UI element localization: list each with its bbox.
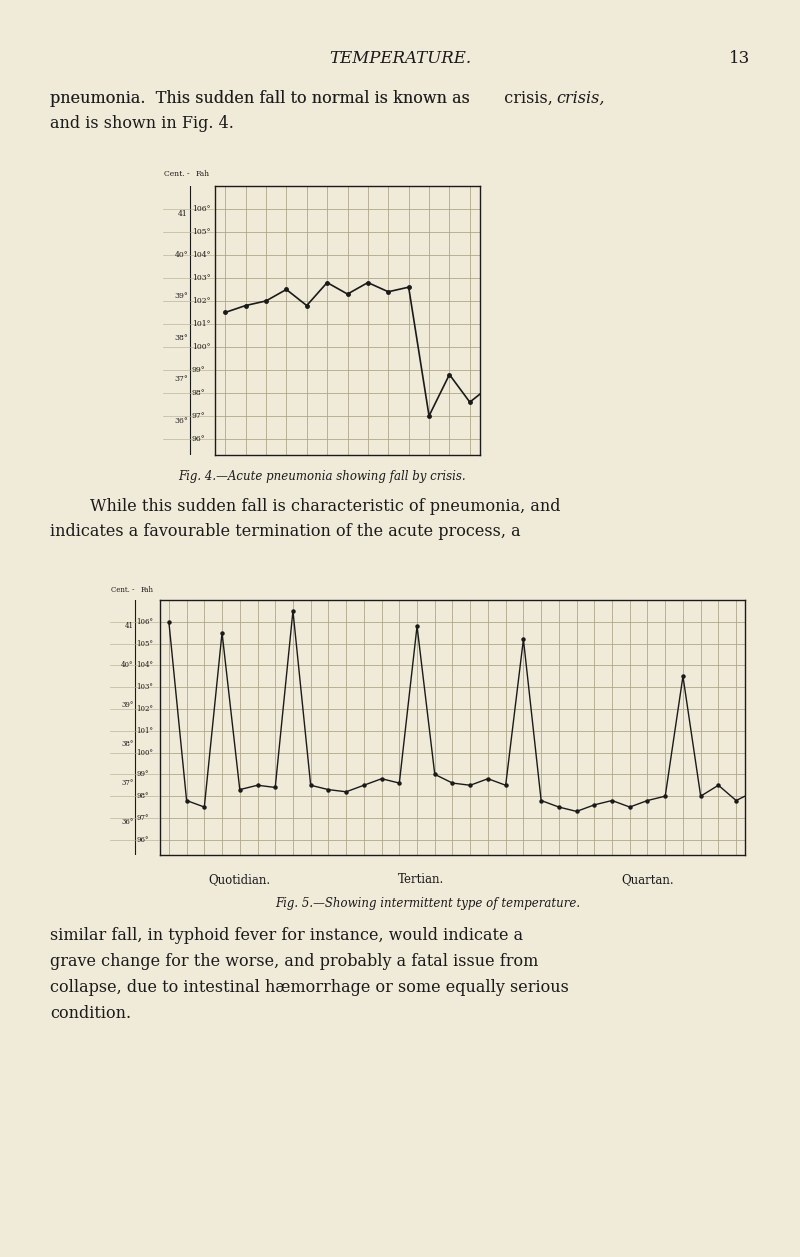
- Text: While this sudden fall is characteristic of pneumonia, and: While this sudden fall is characteristic…: [90, 498, 561, 515]
- Text: 101°: 101°: [137, 727, 154, 735]
- Text: 102°: 102°: [192, 297, 210, 305]
- Text: 13: 13: [730, 50, 750, 67]
- Text: 97°: 97°: [137, 815, 149, 822]
- Text: 100°: 100°: [137, 749, 154, 757]
- Text: 40°: 40°: [174, 251, 188, 259]
- Text: 104°: 104°: [137, 661, 154, 670]
- Text: 100°: 100°: [192, 343, 210, 351]
- Text: Quartan.: Quartan.: [621, 874, 674, 886]
- Text: 104°: 104°: [192, 251, 210, 259]
- Text: grave change for the worse, and probably a fatal issue from: grave change for the worse, and probably…: [50, 953, 538, 970]
- Text: 101°: 101°: [192, 321, 210, 328]
- Text: Cent. -: Cent. -: [164, 170, 190, 178]
- Text: 41: 41: [178, 210, 188, 217]
- Text: 36°: 36°: [121, 818, 134, 826]
- Text: pneumonia.  This sudden fall to normal is known as: pneumonia. This sudden fall to normal is…: [50, 91, 475, 107]
- Text: 106°: 106°: [192, 205, 210, 212]
- Text: Fig. 4.—Acute pneumonia showing fall by crisis.: Fig. 4.—Acute pneumonia showing fall by …: [178, 470, 466, 483]
- Text: Fah: Fah: [141, 586, 154, 595]
- Text: 41: 41: [125, 622, 134, 630]
- Text: 36°: 36°: [174, 416, 188, 425]
- Text: 37°: 37°: [174, 375, 188, 383]
- Text: 96°: 96°: [137, 836, 149, 843]
- Text: collapse, due to intestinal hæmorrhage or some equally serious: collapse, due to intestinal hæmorrhage o…: [50, 979, 569, 996]
- Text: 98°: 98°: [192, 388, 206, 397]
- Text: 40°: 40°: [121, 661, 134, 670]
- Text: 38°: 38°: [121, 740, 134, 748]
- Text: 39°: 39°: [174, 293, 188, 300]
- Text: indicates a favourable termination of the acute process, a: indicates a favourable termination of th…: [50, 523, 521, 541]
- Text: 103°: 103°: [192, 274, 210, 282]
- Text: 105°: 105°: [192, 228, 210, 236]
- Text: pneumonia.  This sudden fall to normal is known as: pneumonia. This sudden fall to normal is…: [50, 91, 475, 107]
- Text: 39°: 39°: [121, 700, 134, 709]
- Text: 102°: 102°: [137, 705, 154, 713]
- Text: similar fall, in typhoid fever for instance, would indicate a: similar fall, in typhoid fever for insta…: [50, 926, 523, 944]
- Text: crisis,: crisis,: [556, 91, 605, 107]
- Text: Tertian.: Tertian.: [398, 874, 445, 886]
- Text: Quotidian.: Quotidian.: [209, 874, 271, 886]
- Text: Fig. 5.—Showing intermittent type of temperature.: Fig. 5.—Showing intermittent type of tem…: [275, 897, 580, 910]
- Text: 38°: 38°: [174, 334, 188, 342]
- Text: Fah: Fah: [195, 170, 210, 178]
- Text: and is shown in Fig. 4.: and is shown in Fig. 4.: [50, 114, 234, 132]
- Text: 103°: 103°: [137, 683, 154, 691]
- Text: pneumonia.  This sudden fall to normal is known as          crisis,: pneumonia. This sudden fall to normal is…: [50, 91, 553, 107]
- Text: 96°: 96°: [192, 435, 206, 442]
- Text: 106°: 106°: [137, 617, 154, 626]
- Text: Cent. -: Cent. -: [110, 586, 134, 595]
- Text: condition.: condition.: [50, 1006, 131, 1022]
- Text: 37°: 37°: [121, 779, 134, 787]
- Text: TEMPERATURE.: TEMPERATURE.: [329, 50, 471, 67]
- Text: 99°: 99°: [192, 366, 206, 373]
- Text: 98°: 98°: [137, 792, 149, 801]
- Text: 105°: 105°: [137, 640, 154, 647]
- Text: 99°: 99°: [137, 771, 149, 778]
- Text: 97°: 97°: [192, 412, 206, 420]
